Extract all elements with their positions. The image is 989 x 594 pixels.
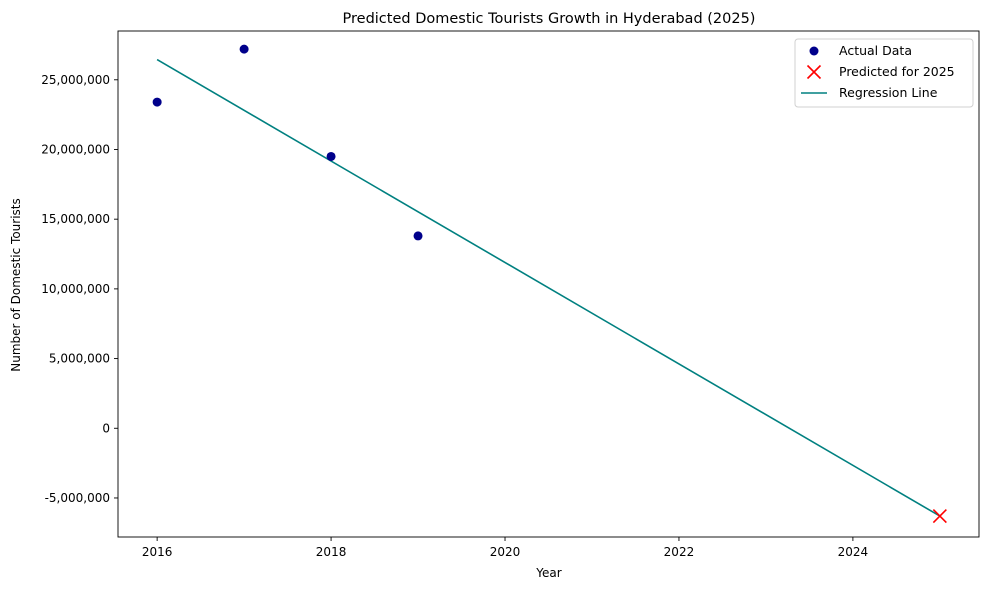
x-axis-label: Year (535, 566, 561, 580)
y-tick-label: 10,000,000 (41, 282, 110, 296)
chart-title: Predicted Domestic Tourists Growth in Hy… (343, 11, 756, 27)
actual-data-point (326, 151, 336, 161)
regression-line (156, 58, 941, 517)
x-tick-label: 2024 (838, 545, 869, 559)
legend: Actual Data Predicted for 2025 Regression … (794, 38, 974, 108)
y-tick-label: -5,000,000 (45, 491, 110, 505)
y-tick-label: 0 (102, 421, 110, 435)
x-tick-label: 2022 (664, 545, 695, 559)
actual-data-point (152, 97, 162, 107)
legend-label: Predicted for 2025 (839, 64, 955, 79)
legend-label: Regression Line (839, 85, 938, 100)
legend-box (794, 38, 974, 108)
x-tick-label: 2018 (316, 545, 347, 559)
x-tick-label: 2020 (490, 545, 521, 559)
legend-x-swatch (806, 64, 822, 80)
y-tick-label: 25,000,000 (41, 73, 110, 87)
plot-area: 2016 2018 2020 2022 2024 -5,000,000 0 5,000,000… (41, 30, 980, 559)
predicted-point-marker (932, 509, 947, 524)
legend-circle-swatch (809, 46, 819, 56)
y-tick-label: 20,000,000 (41, 142, 110, 156)
legend-label: Actual Data (839, 43, 912, 58)
y-tick-label: 5,000,000 (49, 352, 110, 366)
y-tick-label: 15,000,000 (41, 212, 110, 226)
actual-data-point (239, 44, 249, 54)
x-tick-label: 2016 (142, 545, 173, 559)
y-axis-label: Number of Domestic Tourists (9, 198, 23, 371)
axes-frame (117, 30, 980, 538)
actual-data-point (413, 231, 423, 241)
